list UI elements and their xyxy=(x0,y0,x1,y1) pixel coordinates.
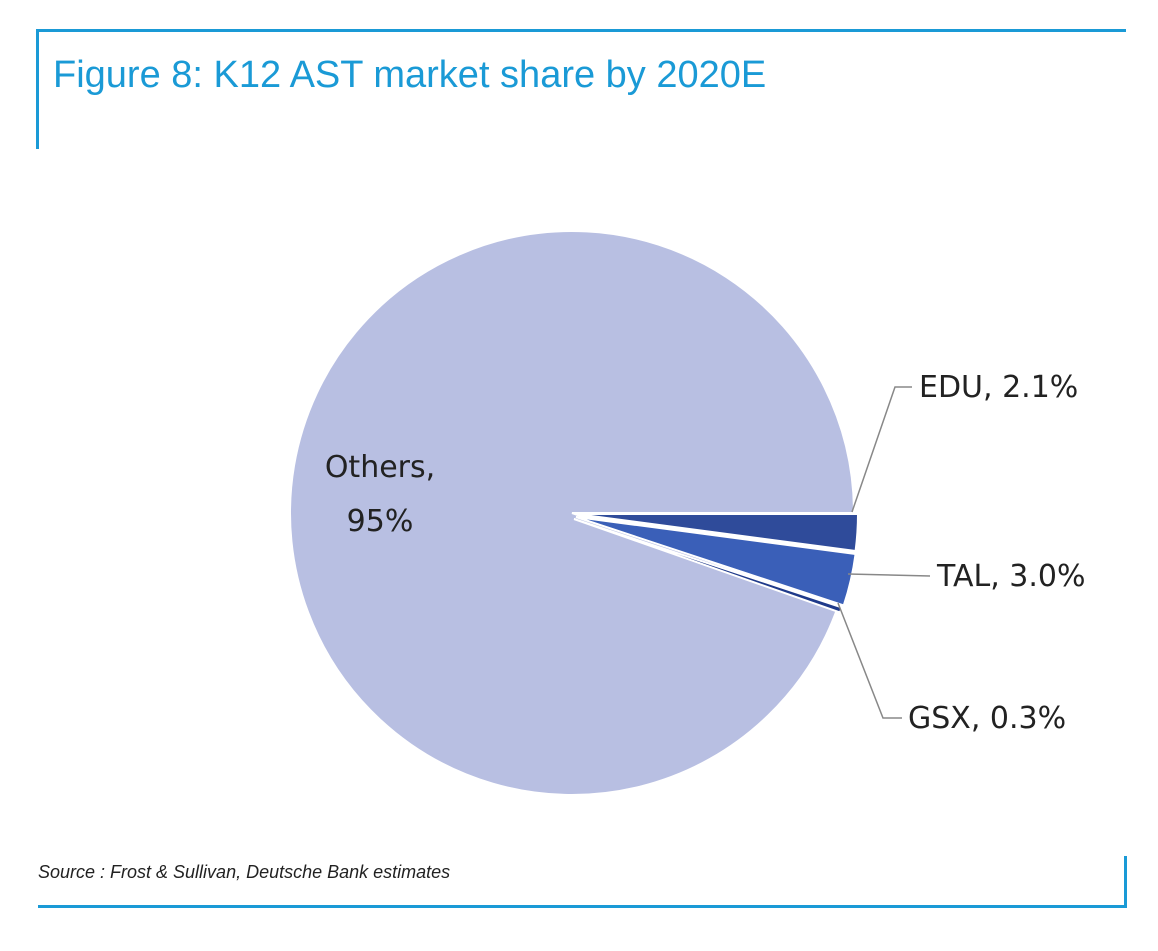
pie-slice-others xyxy=(289,230,856,796)
leader-line-edu xyxy=(851,386,912,513)
pie-slice-tal xyxy=(575,516,857,607)
frame-left-line xyxy=(36,29,39,149)
label-gsx: GSX, 0.3% xyxy=(908,701,1066,736)
leader-line-gsx xyxy=(837,602,902,719)
source-note: Source : Frost & Sullivan, Deutsche Bank… xyxy=(38,862,451,882)
label-others-name: Others, xyxy=(325,450,435,485)
figure-title: Figure 8: K12 AST market share by 2020E xyxy=(53,54,767,96)
frame-top-line xyxy=(36,29,1126,32)
label-tal: TAL, 3.0% xyxy=(936,559,1086,594)
pie-slice-edu xyxy=(575,513,860,553)
label-edu: EDU, 2.1% xyxy=(919,370,1078,405)
label-others-value: 95% xyxy=(347,504,414,539)
frame-right-line xyxy=(1124,856,1127,908)
frame-bottom-line xyxy=(38,905,1127,908)
leader-line-tal xyxy=(847,573,931,577)
